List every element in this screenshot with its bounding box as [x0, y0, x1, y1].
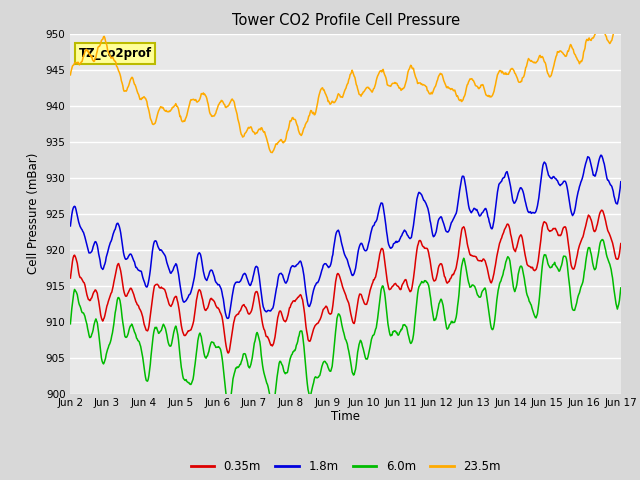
- Text: TZ_co2prof: TZ_co2prof: [79, 47, 152, 60]
- Title: Tower CO2 Profile Cell Pressure: Tower CO2 Profile Cell Pressure: [232, 13, 460, 28]
- Legend: 0.35m, 1.8m, 6.0m, 23.5m: 0.35m, 1.8m, 6.0m, 23.5m: [186, 455, 505, 478]
- Y-axis label: Cell Pressure (mBar): Cell Pressure (mBar): [27, 153, 40, 274]
- X-axis label: Time: Time: [331, 410, 360, 423]
